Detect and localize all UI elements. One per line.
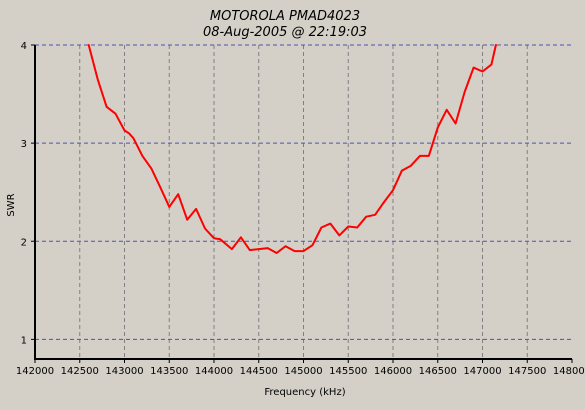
axes [31, 44, 573, 363]
x-tick-labels: 142000 142500 143000 143500 144000 144500 1450… [16, 366, 585, 377]
x-tick-label: 144000 [195, 366, 233, 377]
x-tick-label: 147000 [463, 366, 501, 377]
x-tick-label: 142000 [16, 366, 54, 377]
x-axis-label: Frequency (kHz) [264, 387, 345, 398]
chart-subtitle: 08-Aug-2005 @ 22:19:03 [203, 25, 367, 40]
x-tick-label: 146000 [374, 366, 412, 377]
x-tick-label: 147500 [508, 366, 546, 377]
y-tick-label: 1 [21, 335, 27, 346]
x-tick-label: 143500 [150, 366, 188, 377]
grid-lines [35, 44, 572, 359]
swr-series-line [87, 44, 497, 254]
x-tick-label: 143000 [105, 366, 143, 377]
x-tick-label: 142500 [61, 366, 99, 377]
y-tick-label: 4 [21, 41, 27, 52]
x-tick-label: 145500 [329, 366, 367, 377]
y-tick-label: 2 [21, 237, 27, 248]
x-tick-label: 144500 [240, 366, 278, 377]
series-group [87, 44, 497, 254]
chart-title: MOTOROLA PMAD4023 [210, 9, 360, 24]
y-axis-label: SWR [6, 193, 17, 216]
x-tick-label: 148000 [553, 366, 585, 377]
x-tick-label: 145000 [284, 366, 322, 377]
y-tick-label: 3 [21, 139, 27, 150]
y-tick-labels: 1 2 3 4 [21, 41, 27, 346]
x-tick-label: 146500 [419, 366, 457, 377]
